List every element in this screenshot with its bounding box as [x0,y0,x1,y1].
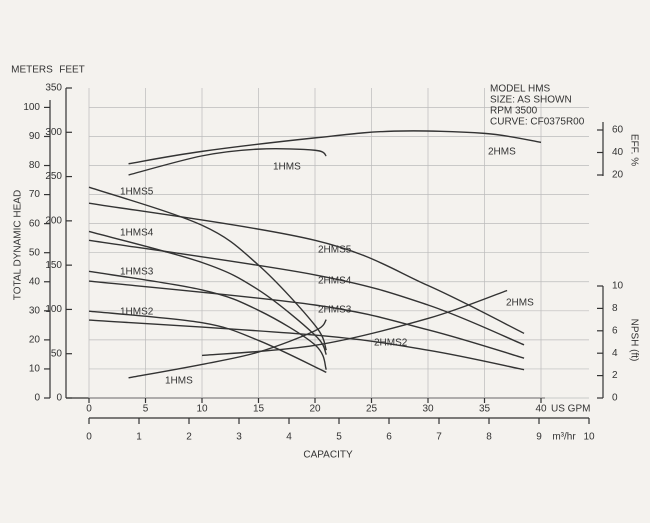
y-tick-label: 0 [34,393,40,404]
y-tick-label: 300 [45,127,62,138]
axis-title: CAPACITY [303,450,353,461]
curve [128,148,327,176]
y-tick-label: 0 [56,393,62,404]
x-tick-label: 8 [486,432,492,443]
x-tick-label: 3 [236,432,242,443]
curve [201,289,508,357]
x-tick-label: 1 [136,432,142,443]
curve [88,230,327,355]
x-tick-label: 10 [196,404,208,415]
axis-unit: m³/hr [552,432,576,443]
info-text: RPM 3500 [490,106,538,117]
axis-title: FEET [59,65,85,76]
curve-label: 1HMS2 [120,307,154,318]
x-tick-label: 6 [386,432,392,443]
curve-label: 1HMS5 [120,187,154,198]
info-box [486,82,586,128]
axis-title: NPSH (ft) [628,319,639,362]
x-tick-label: 5 [336,432,342,443]
y-tick-label: 90 [29,131,41,142]
y2-tick-label: 10 [612,281,624,292]
x-tick-label: 35 [479,404,491,415]
curve-label: 2HMS2 [374,338,408,349]
x-tick-label: 2 [186,432,192,443]
y-tick-label: 350 [45,83,62,94]
x-tick-label: 25 [366,404,378,415]
curve [128,130,542,165]
y-tick-label: 80 [29,160,41,171]
y2-tick-label: 40 [612,147,624,158]
info-text: SIZE: AS SHOWN [490,95,572,106]
curve-label: 1HMS4 [120,228,154,239]
y-tick-label: 60 [29,218,41,229]
x-tick-label: 20 [309,404,321,415]
x-tick-label: 30 [422,404,434,415]
curve-label: 1HMS [273,162,301,173]
curve-label: 2HMS [488,147,516,158]
x-tick-label: 15 [253,404,265,415]
x-tick-label: 0 [86,432,92,443]
info-text: CURVE: CF0375R00 [490,117,585,128]
curve-label: 2HMS4 [318,276,352,287]
y-tick-label: 20 [29,335,41,346]
y2-tick-label: 6 [612,325,618,336]
curve [88,239,525,346]
y2-tick-label: 0 [612,393,618,404]
y-tick-label: 100 [45,304,62,315]
axis-title: TOTAL DYNAMIC HEAD [13,190,24,300]
y2-tick-label: 4 [612,348,618,359]
y-tick-label: 50 [29,247,41,258]
curve-label: 2HMS [506,298,534,309]
axis-title: EFF. % [628,134,639,166]
y-tick-label: 150 [45,260,62,271]
curve-label: 2HMS5 [318,245,352,256]
info-text: MODEL HMS [490,84,551,95]
axis-unit: US GPM [551,404,590,415]
y2-tick-label: 8 [612,303,618,314]
curve [88,280,525,359]
y-tick-label: 100 [23,102,40,113]
curve [88,202,525,334]
y-tick-label: 40 [29,276,41,287]
x-tick-label: 4 [286,432,292,443]
curve [88,270,327,370]
x-tick-label: 9 [536,432,542,443]
y-tick-label: 70 [29,189,41,200]
x-tick-label: 0 [86,404,92,415]
y2-tick-label: 60 [612,125,624,136]
curve-label: 1HMS3 [120,267,154,278]
curve-label: 1HMS [165,376,193,387]
y-tick-label: 200 [45,215,62,226]
y-tick-label: 250 [45,171,62,182]
y2-tick-label: 2 [612,370,618,381]
x-tick-label: 10 [583,432,595,443]
y-tick-label: 30 [29,305,41,316]
y-tick-label: 10 [29,364,41,375]
curve-label: 2HMS3 [318,305,352,316]
y2-tick-label: 20 [612,170,624,181]
y-tick-label: 50 [51,348,63,359]
x-tick-label: 7 [436,432,442,443]
x-tick-label: 5 [143,404,149,415]
x-tick-label: 40 [535,404,547,415]
axis-title: METERS [11,65,53,76]
